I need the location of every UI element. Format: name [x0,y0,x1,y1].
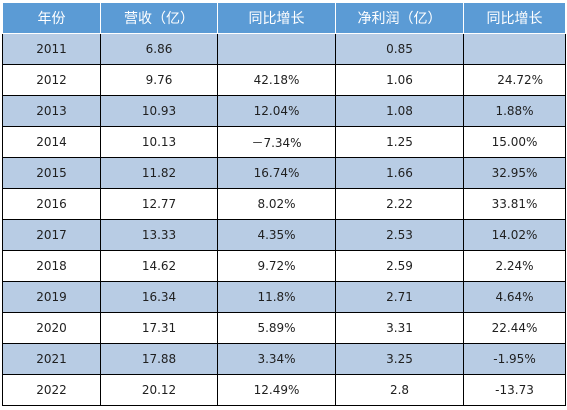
cell-net-profit: 2.71 [335,281,464,313]
cell-year: 2011 [2,33,101,65]
cell-year: 2013 [2,95,101,127]
cell-year: 2020 [2,312,101,344]
cell-profit-growth: -13.73 [463,374,566,406]
cell-year: 2015 [2,157,101,189]
table-row: 2017 13.33 4.35% 2.53 14.02% [2,219,566,251]
table-row: 2013 10.93 12.04% 1.08 1.88% [2,95,566,127]
table-row: 2012 9.76 42.18% 1.06 24.72% [2,64,566,96]
header-net-profit: 净利润（亿） [335,2,464,34]
cell-net-profit: 0.85 [335,33,464,65]
cell-net-profit: 3.31 [335,312,464,344]
cell-revenue-growth: 9.72% [217,250,336,282]
cell-revenue: 12.77 [100,188,218,220]
cell-net-profit: 2.53 [335,219,464,251]
cell-net-profit: 2.8 [335,374,464,406]
cell-revenue: 20.12 [100,374,218,406]
cell-revenue-growth: 12.04% [217,95,336,127]
table-row: 2022 20.12 12.49% 2.8 -13.73 [2,374,566,406]
cell-year: 2014 [2,126,101,158]
cell-revenue-growth [217,33,336,65]
cell-revenue: 6.86 [100,33,218,65]
cell-profit-growth: 2.24% [463,250,566,282]
cell-revenue: 17.88 [100,343,218,375]
cell-revenue-growth: 4.35% [217,219,336,251]
cell-revenue-growth: 3.34% [217,343,336,375]
cell-net-profit: 2.59 [335,250,464,282]
cell-revenue-growth: 12.49% [217,374,336,406]
cell-revenue: 13.33 [100,219,218,251]
table-row: 2018 14.62 9.72% 2.59 2.24% [2,250,566,282]
header-profit-growth: 同比增长 [463,2,566,34]
cell-year: 2017 [2,219,101,251]
cell-year: 2016 [2,188,101,220]
table-row: 2011 6.86 0.85 [2,33,566,65]
table-row: 2021 17.88 3.34% 3.25 -1.95% [2,343,566,375]
cell-revenue: 11.82 [100,157,218,189]
table-row: 2015 11.82 16.74% 1.66 32.95% [2,157,566,189]
cell-revenue-growth: 11.8% [217,281,336,313]
cell-net-profit: 1.06 [335,64,464,96]
cell-profit-growth [463,33,566,65]
cell-year: 2022 [2,374,101,406]
cell-revenue-growth: 16.74% [217,157,336,189]
table-row: 2016 12.77 8.02% 2.22 33.81% [2,188,566,220]
cell-revenue: 10.13 [100,126,218,158]
cell-revenue: 14.62 [100,250,218,282]
header-revenue: 营收（亿） [100,2,218,34]
cell-revenue-growth: 5.89% [217,312,336,344]
cell-revenue: 17.31 [100,312,218,344]
cell-net-profit: 1.25 [335,126,464,158]
cell-revenue: 16.34 [100,281,218,313]
cell-profit-growth: 14.02% [463,219,566,251]
cell-net-profit: 1.08 [335,95,464,127]
cell-revenue-growth: 8.02% [217,188,336,220]
cell-revenue: 9.76 [100,64,218,96]
cell-net-profit: 1.66 [335,157,464,189]
cell-year: 2021 [2,343,101,375]
cell-year: 2018 [2,250,101,282]
cell-revenue: 10.93 [100,95,218,127]
cell-revenue-growth: －7.34% [217,126,336,158]
cell-year: 2019 [2,281,101,313]
cell-profit-growth: 32.95% [463,157,566,189]
cell-profit-growth: -1.95% [463,343,566,375]
table-row: 2014 10.13 －7.34% 1.25 15.00% [2,126,566,158]
cell-profit-growth: 4.64% [463,281,566,313]
table-row: 2020 17.31 5.89% 3.31 22.44% [2,312,566,344]
cell-profit-growth: 1.88% [463,95,566,127]
cell-net-profit: 3.25 [335,343,464,375]
header-revenue-growth: 同比增长 [217,2,336,34]
cell-profit-growth: 15.00% [463,126,566,158]
cell-profit-growth: 22.44% [463,312,566,344]
cell-year: 2012 [2,64,101,96]
cell-revenue-growth: 42.18% [217,64,336,96]
header-year: 年份 [2,2,101,34]
header-row: 年份 营收（亿） 同比增长 净利润（亿） 同比增长 [2,2,566,34]
cell-profit-growth: 24.72% [463,64,566,96]
cell-profit-growth: 33.81% [463,188,566,220]
cell-net-profit: 2.22 [335,188,464,220]
table-row: 2019 16.34 11.8% 2.71 4.64% [2,281,566,313]
